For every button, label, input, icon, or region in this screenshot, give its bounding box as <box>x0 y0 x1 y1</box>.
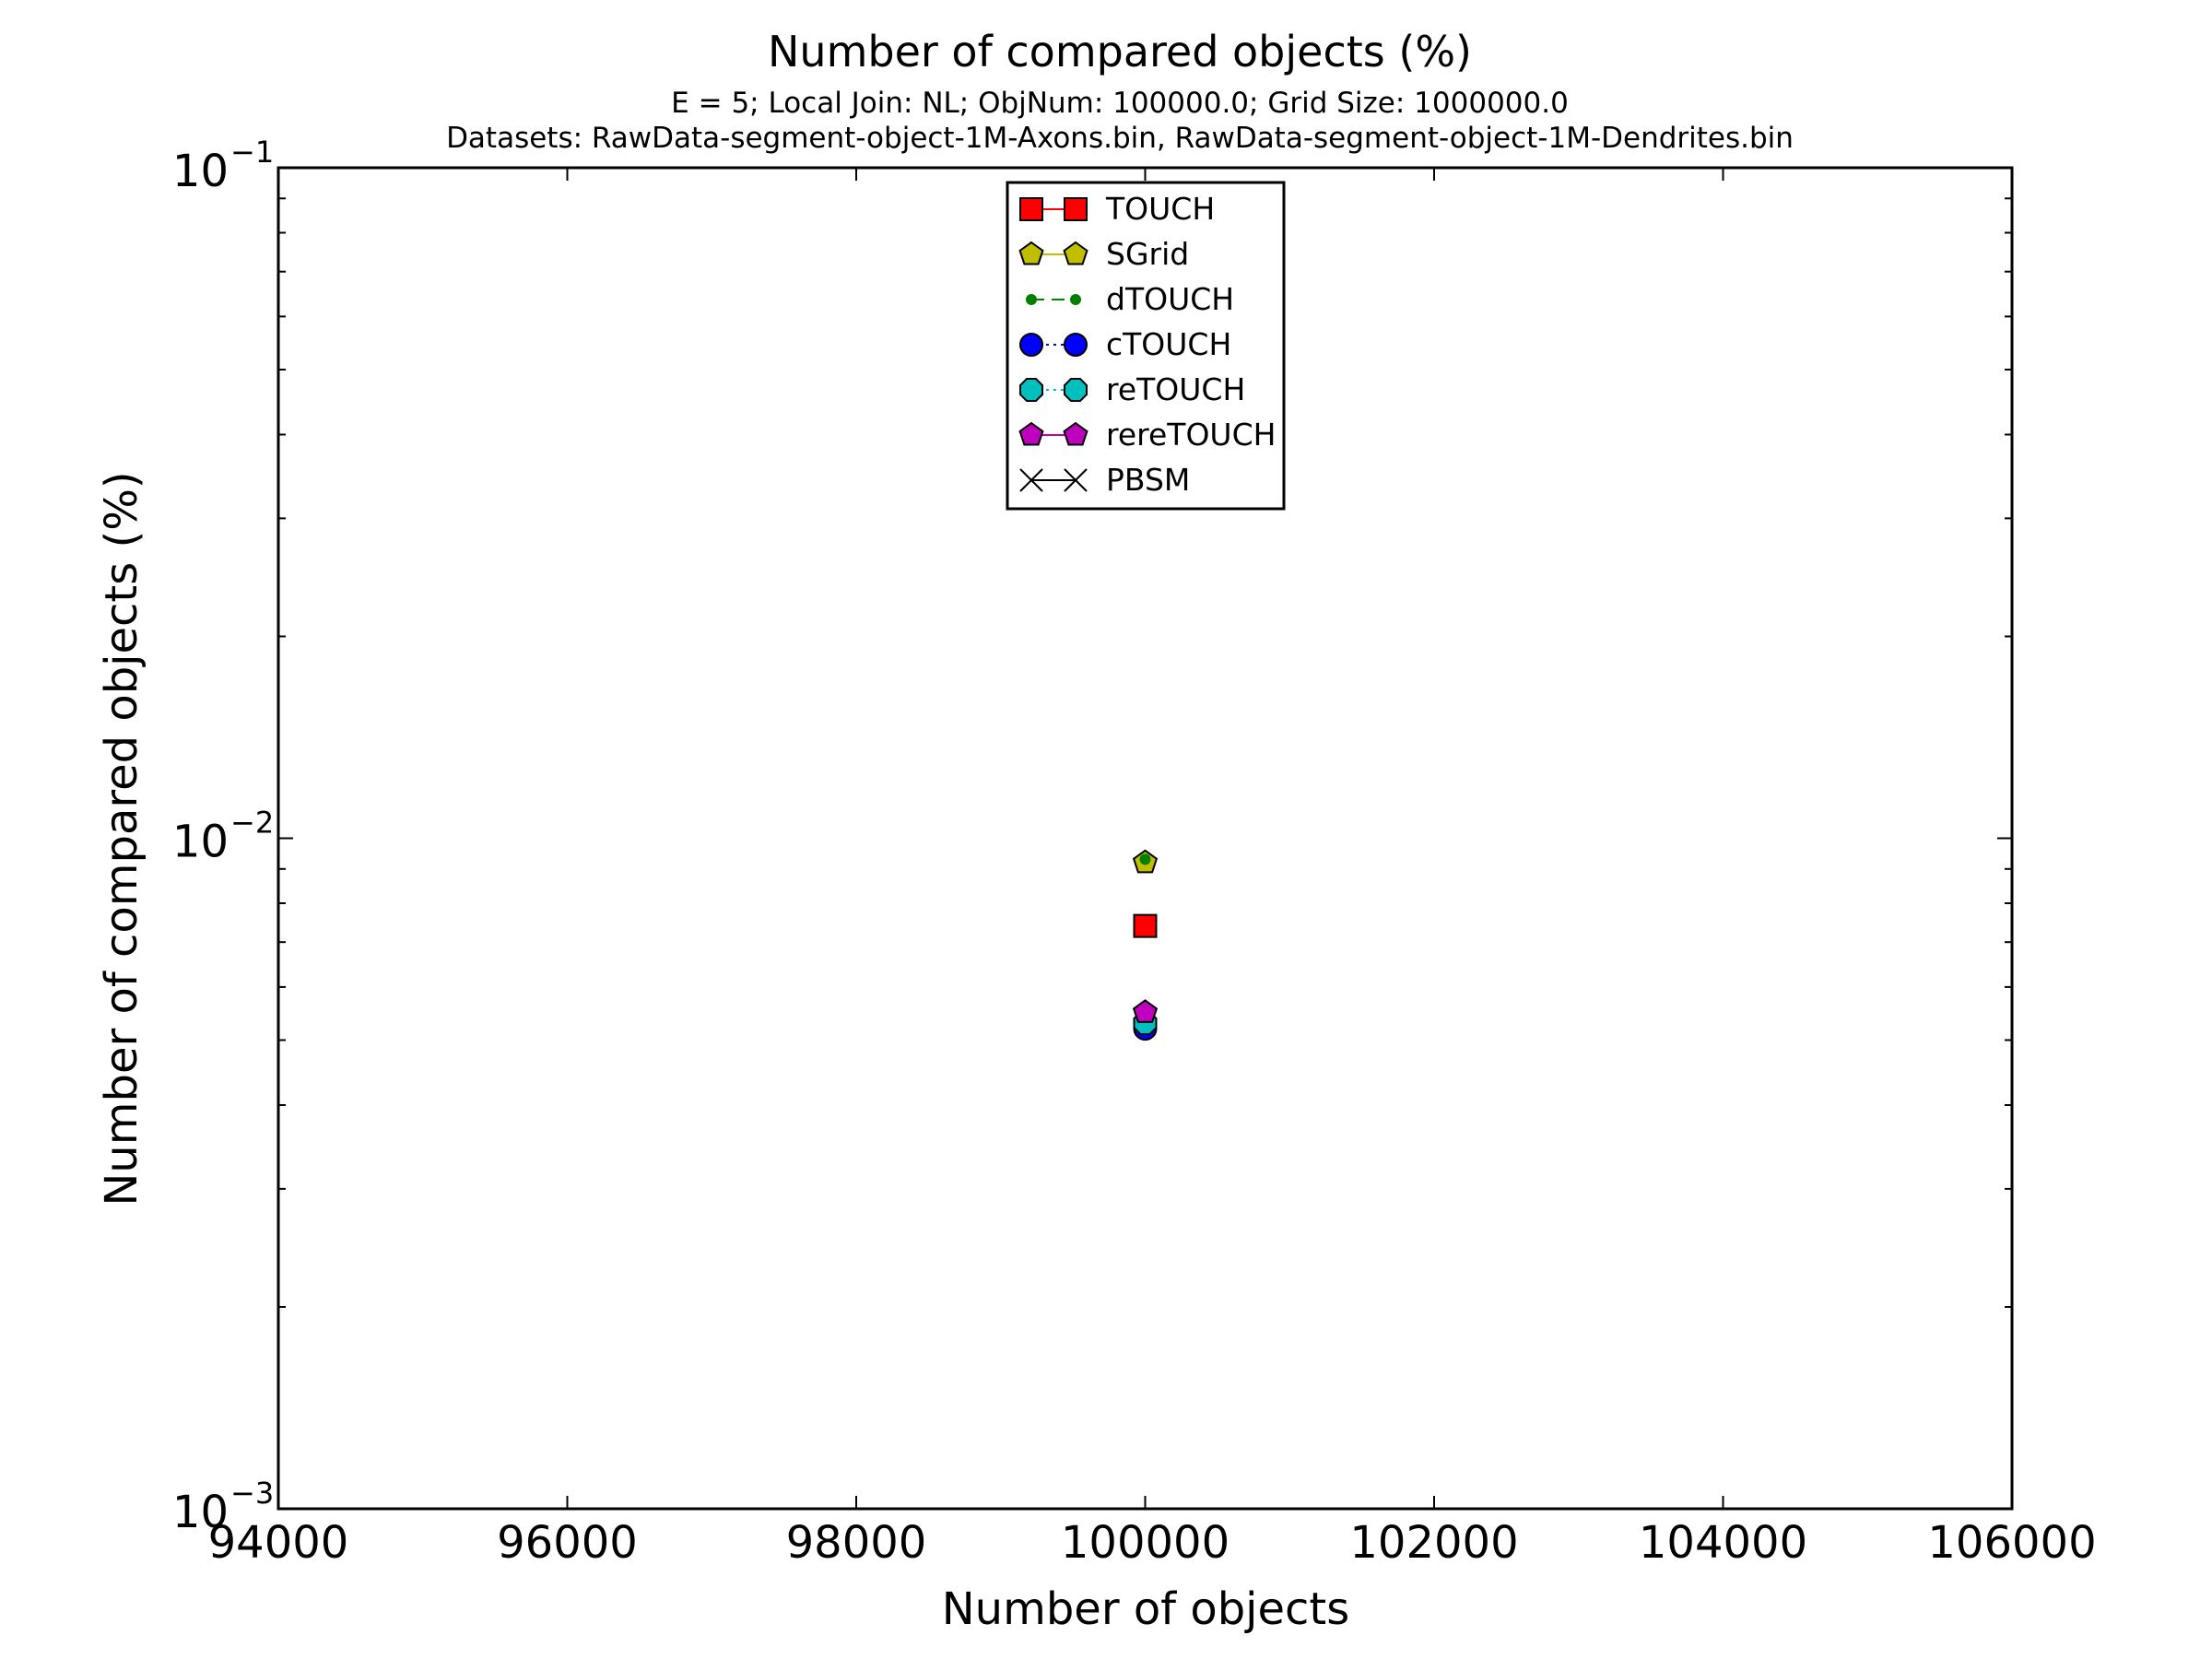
y-axis-label: Number of compared objects (%) <box>96 471 147 1206</box>
legend-label-SGrid: SGrid <box>1106 236 1189 272</box>
x-tick-label-0: 94000 <box>208 1517 349 1569</box>
y-tick-label-0: 10 −1 <box>172 135 274 197</box>
legend-marker-rereTOUCH <box>1063 421 1088 446</box>
marker-dTOUCH-0 <box>1139 853 1151 865</box>
y-tick-label-exponent: −3 <box>230 1476 274 1511</box>
legend-marker-SGrid <box>1018 241 1044 265</box>
y-tick-label-base: 10 <box>172 1487 229 1538</box>
legend-marker-cTOUCH <box>1064 333 1088 357</box>
plot-frame <box>276 166 2014 1511</box>
legend-entry-rereTOUCH: rereTOUCH <box>1018 417 1276 453</box>
x-tick-labels: 94000 96000 98000 100000 102000 104000 106000 <box>208 1517 2097 1569</box>
marker-TOUCH-0 <box>1133 913 1158 938</box>
legend-marker-dTOUCH <box>1070 294 1081 305</box>
y-tick-label-base: 10 <box>172 146 229 197</box>
legend-entry-dTOUCH: dTOUCH <box>1026 281 1234 317</box>
legend-marker-cTOUCH <box>1019 333 1043 357</box>
x-tick-label-3: 100000 <box>1061 1517 1230 1569</box>
legend-marker-PBSM <box>1019 468 1043 492</box>
y-tick-labels: 10−110−210−3 <box>172 135 274 1538</box>
legend-entry-TOUCH: TOUCH <box>1019 191 1215 227</box>
x-tick-label-2: 98000 <box>786 1517 927 1569</box>
legend-marker-rereTOUCH <box>1018 421 1044 446</box>
data-markers <box>1132 849 1159 1041</box>
x-tick-label-1: 96000 <box>497 1517 638 1569</box>
y-tick-label-1: 10 −2 <box>172 806 274 868</box>
x-axis-label: Number of objects <box>942 1583 1350 1635</box>
legend-label-cTOUCH: cTOUCH <box>1106 326 1231 362</box>
legend-marker-reTOUCH <box>1064 378 1088 402</box>
legend-marker-PBSM <box>1064 468 1088 492</box>
x-tick-label-5: 104000 <box>1639 1517 1807 1569</box>
legend-label-PBSM: PBSM <box>1106 462 1190 498</box>
legend-entry-reTOUCH: reTOUCH <box>1019 371 1245 407</box>
x-tick-label-4: 102000 <box>1349 1517 1518 1569</box>
chart-subtitle-line-1: E = 5; Local Join: NL; ObjNum: 100000.0;… <box>671 87 1569 120</box>
x-tick-label-6: 106000 <box>1927 1517 2096 1569</box>
legend-marker-reTOUCH <box>1019 378 1043 402</box>
marker-rereTOUCH-0 <box>1132 999 1159 1023</box>
legend-label-dTOUCH: dTOUCH <box>1106 281 1234 317</box>
chart-title: Number of compared objects (%) <box>768 27 1472 76</box>
legend-marker-TOUCH <box>1019 197 1043 221</box>
y-tick-label-exponent: −1 <box>230 135 274 170</box>
y-tick-label-exponent: −2 <box>230 806 274 841</box>
legend-label-reTOUCH: reTOUCH <box>1106 371 1245 407</box>
legend-label-TOUCH: TOUCH <box>1105 191 1215 227</box>
legend-marker-SGrid <box>1063 241 1088 265</box>
legend-marker-dTOUCH <box>1026 294 1037 305</box>
y-tick-label-2: 10 −3 <box>172 1476 274 1538</box>
legend-entry-PBSM: PBSM <box>1019 462 1190 498</box>
legend-marker-TOUCH <box>1064 197 1088 221</box>
y-tick-label-base: 10 <box>172 817 229 868</box>
chart-subtitle-line-2: Datasets: RawData-segment-object-1M-Axon… <box>446 122 1794 155</box>
legend: TOUCH SGrid dTOUCH cTOUCH reTOUCH rereTOUCH PB… <box>1006 181 1286 511</box>
legend-label-rereTOUCH: rereTOUCH <box>1106 417 1276 453</box>
legend-entry-cTOUCH: cTOUCH <box>1019 326 1231 362</box>
legend-entry-SGrid: SGrid <box>1018 236 1189 272</box>
